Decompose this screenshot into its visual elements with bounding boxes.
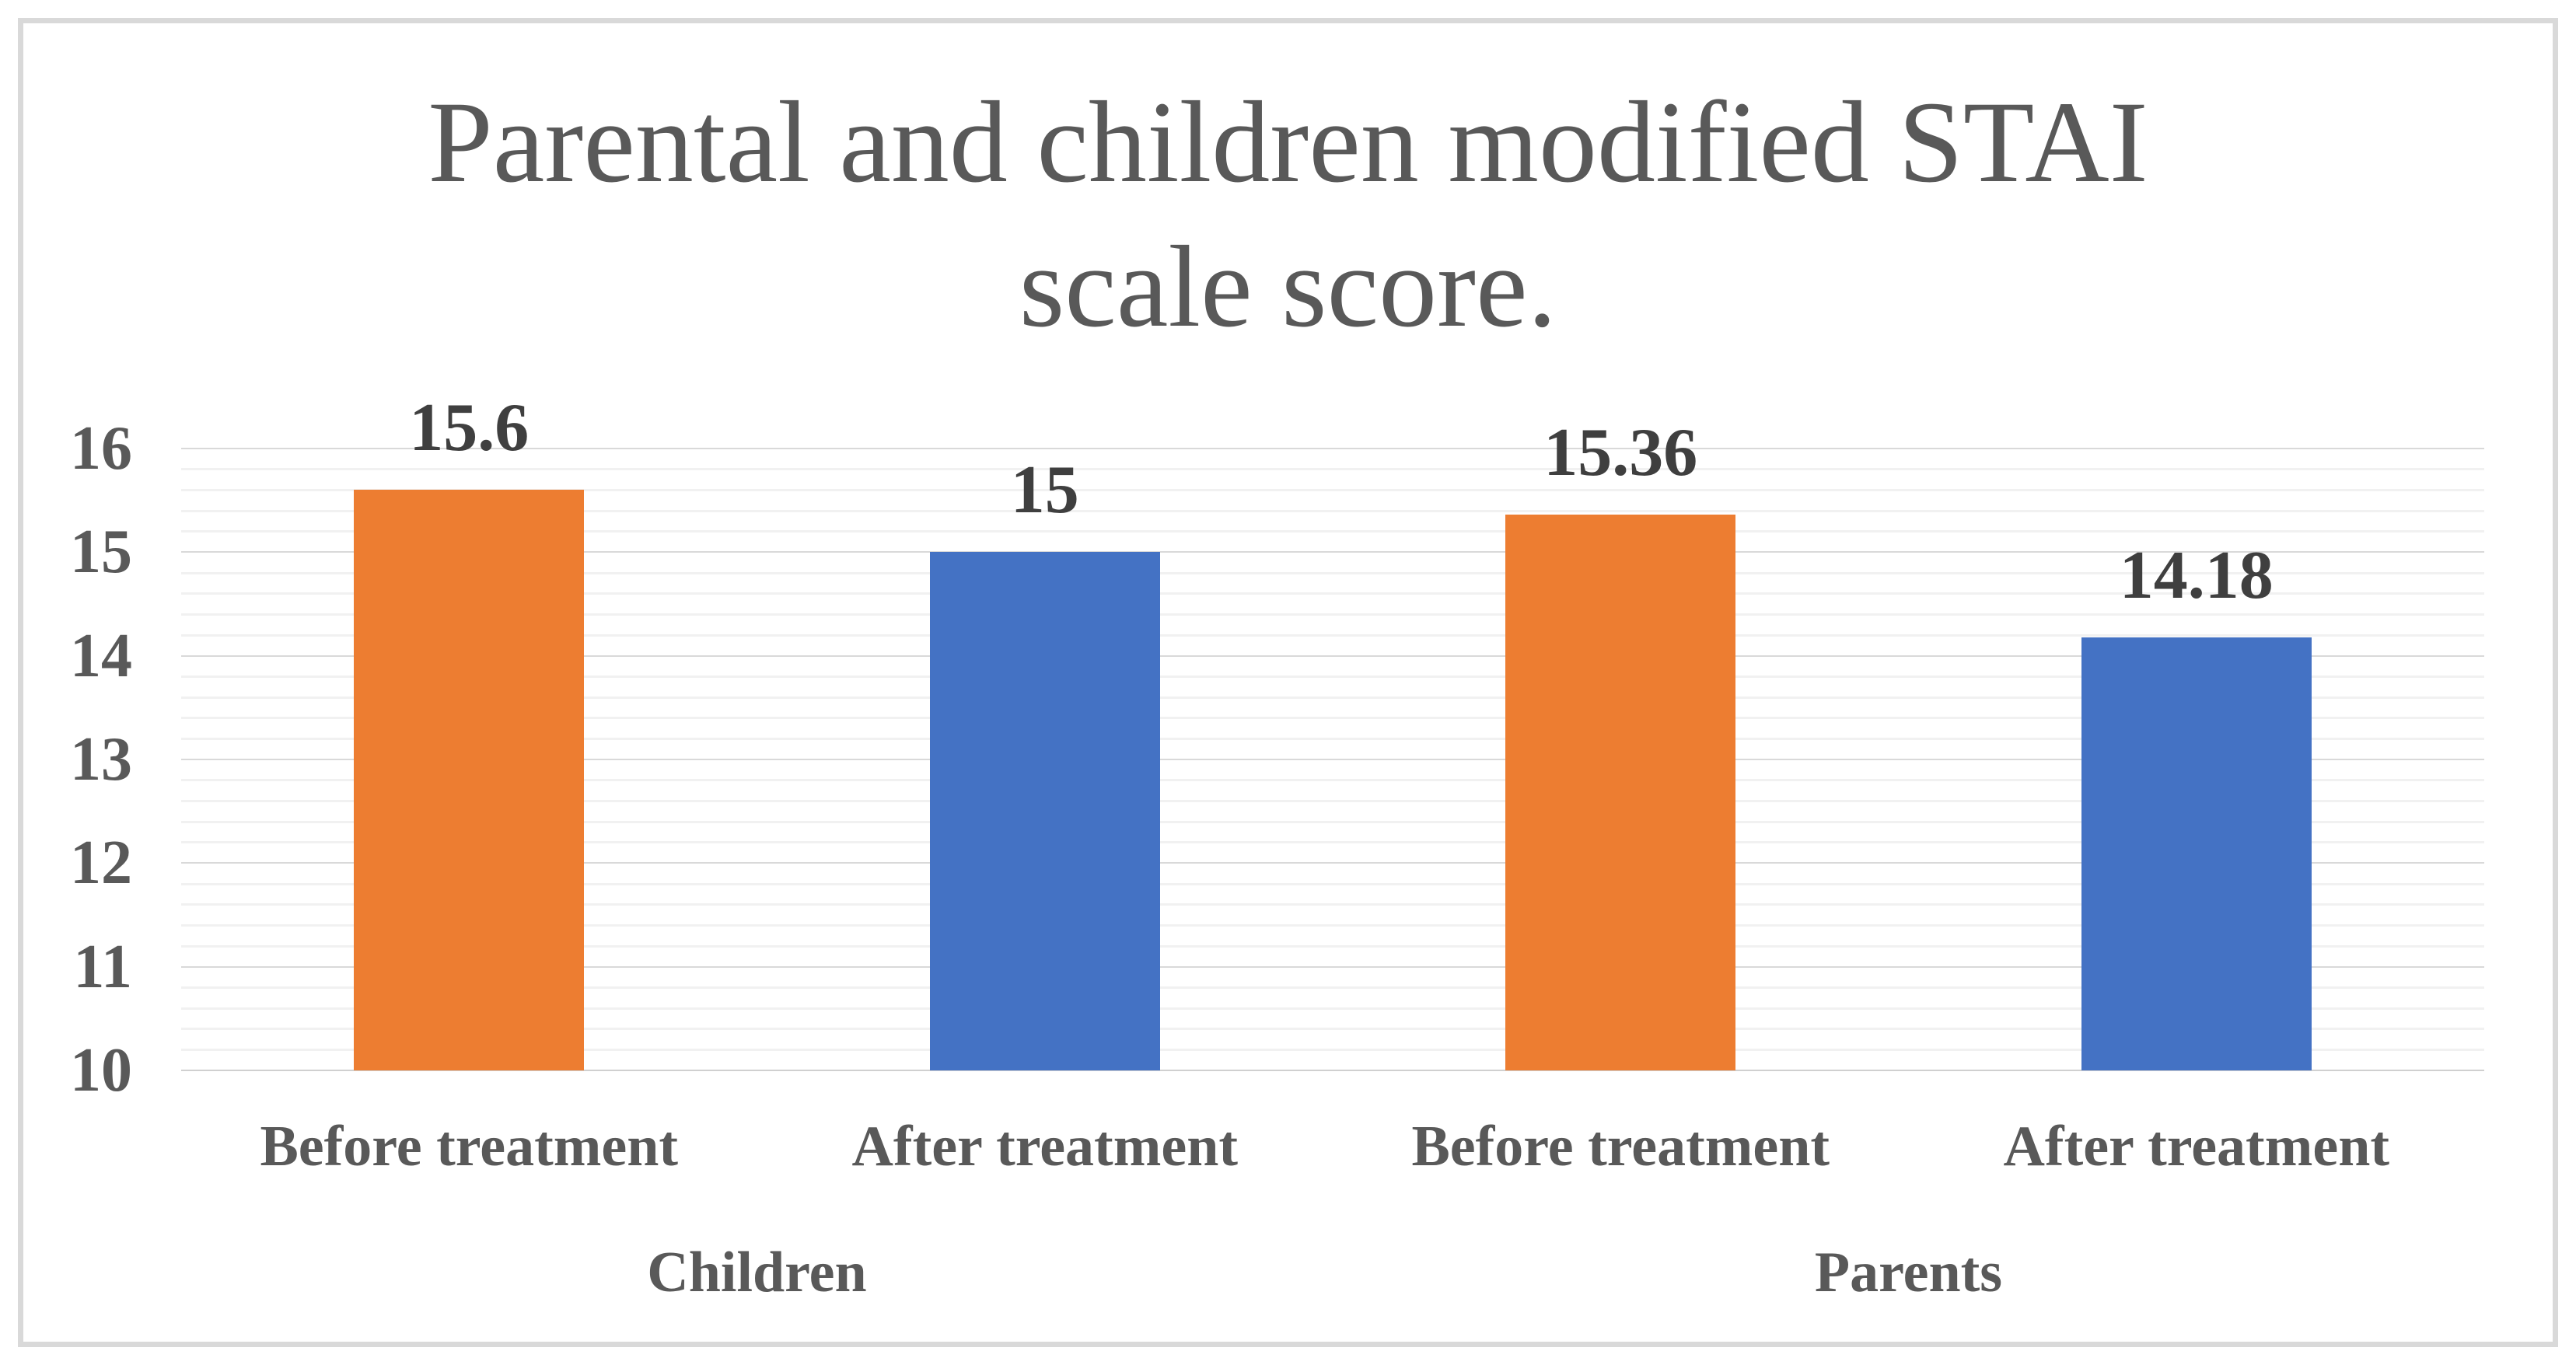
gridline-minor	[181, 530, 2484, 533]
group-label: Parents	[1814, 1241, 2003, 1304]
category-label: After treatment	[2003, 1115, 2389, 1178]
bar-value-label: 15	[1010, 452, 1079, 529]
gridline-major	[181, 551, 2484, 553]
gridline-minor	[181, 1048, 2484, 1051]
y-axis-tick-label: 10	[70, 1036, 132, 1105]
chart-title: Parental and children modified STAI scal…	[0, 70, 2576, 359]
gridline-minor	[181, 613, 2484, 616]
bar-value-label: 15.36	[1543, 415, 1698, 491]
chart-title-line-2: scale score.	[1019, 222, 1557, 351]
category-label: Before treatment	[260, 1115, 679, 1178]
gridline-minor	[181, 882, 2484, 885]
gridline-minor	[181, 923, 2484, 927]
gridline-minor	[181, 1028, 2484, 1031]
gridline-minor	[181, 488, 2484, 491]
gridline-minor	[181, 1007, 2484, 1010]
gridline-minor	[181, 903, 2484, 906]
gridline-major	[181, 862, 2484, 864]
bar-value-label: 15.6	[409, 390, 530, 466]
y-axis-tick-label: 15	[70, 518, 132, 587]
bar-children-before-treatment	[354, 490, 585, 1070]
group-label: Children	[647, 1241, 867, 1304]
bar-value-label: 14.18	[2119, 537, 2274, 613]
y-axis-tick-label: 13	[70, 725, 132, 794]
gridline-minor	[181, 841, 2484, 844]
y-axis-tick-label: 11	[73, 932, 132, 1001]
y-axis-tick-label: 16	[70, 414, 132, 483]
gridline-major	[181, 655, 2484, 657]
gridline-minor	[181, 675, 2484, 678]
gridline-minor	[181, 634, 2484, 637]
chart-title-line-1: Parental and children modified STAI	[428, 78, 2148, 207]
gridline-major	[181, 965, 2484, 968]
gridline-minor	[181, 986, 2484, 989]
category-label: Before treatment	[1411, 1115, 1830, 1178]
chart-frame-border	[18, 18, 2558, 1347]
x-axis-baseline	[181, 1070, 2484, 1071]
gridline-minor	[181, 799, 2484, 802]
gridline-minor	[181, 820, 2484, 823]
gridline-minor	[181, 571, 2484, 574]
gridline-minor	[181, 717, 2484, 720]
gridline-major	[181, 448, 2484, 449]
y-axis-tick-label: 14	[70, 621, 132, 690]
bar-parents-before-treatment	[1505, 515, 1736, 1070]
gridline-major	[181, 759, 2484, 760]
gridline-minor	[181, 468, 2484, 471]
gridline-minor	[181, 509, 2484, 512]
gridline-minor	[181, 779, 2484, 782]
gridline-minor	[181, 696, 2484, 699]
gridline-minor	[181, 944, 2484, 948]
bar-children-after-treatment	[929, 552, 1160, 1070]
gridline-minor	[181, 592, 2484, 595]
gridline-minor	[181, 737, 2484, 740]
bar-parents-after-treatment	[2081, 637, 2312, 1070]
category-label: After treatment	[851, 1115, 1238, 1178]
y-axis-tick-label: 12	[70, 829, 132, 898]
